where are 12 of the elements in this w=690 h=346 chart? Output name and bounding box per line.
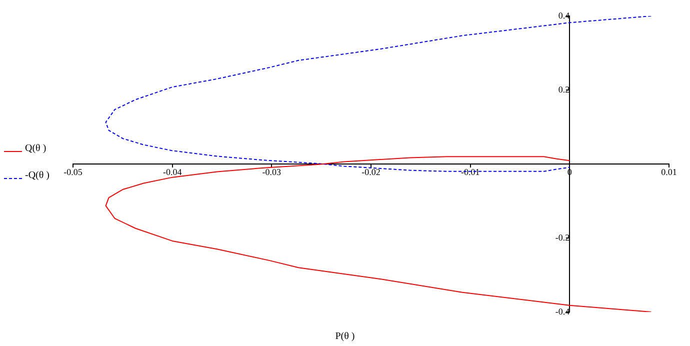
legend-label: -Q(θ ) xyxy=(25,170,50,181)
x-tick-label: -0.01 xyxy=(460,166,480,177)
y-tick-label: -0.2 xyxy=(555,232,570,242)
y-tick-label: -0.4 xyxy=(555,306,570,316)
x-axis-title: P(θ ) xyxy=(334,331,356,342)
x-tick-label: 0.01 xyxy=(661,166,677,177)
x-tick-label: -0.02 xyxy=(362,166,380,177)
x-tick-label: -0.03 xyxy=(262,166,282,177)
x-tick-label: -0.05 xyxy=(64,166,83,177)
y-tick-label: 0.2 xyxy=(558,84,570,94)
legend-label: Q(θ ) xyxy=(25,143,46,154)
x-tick-label: -0.04 xyxy=(162,166,182,177)
